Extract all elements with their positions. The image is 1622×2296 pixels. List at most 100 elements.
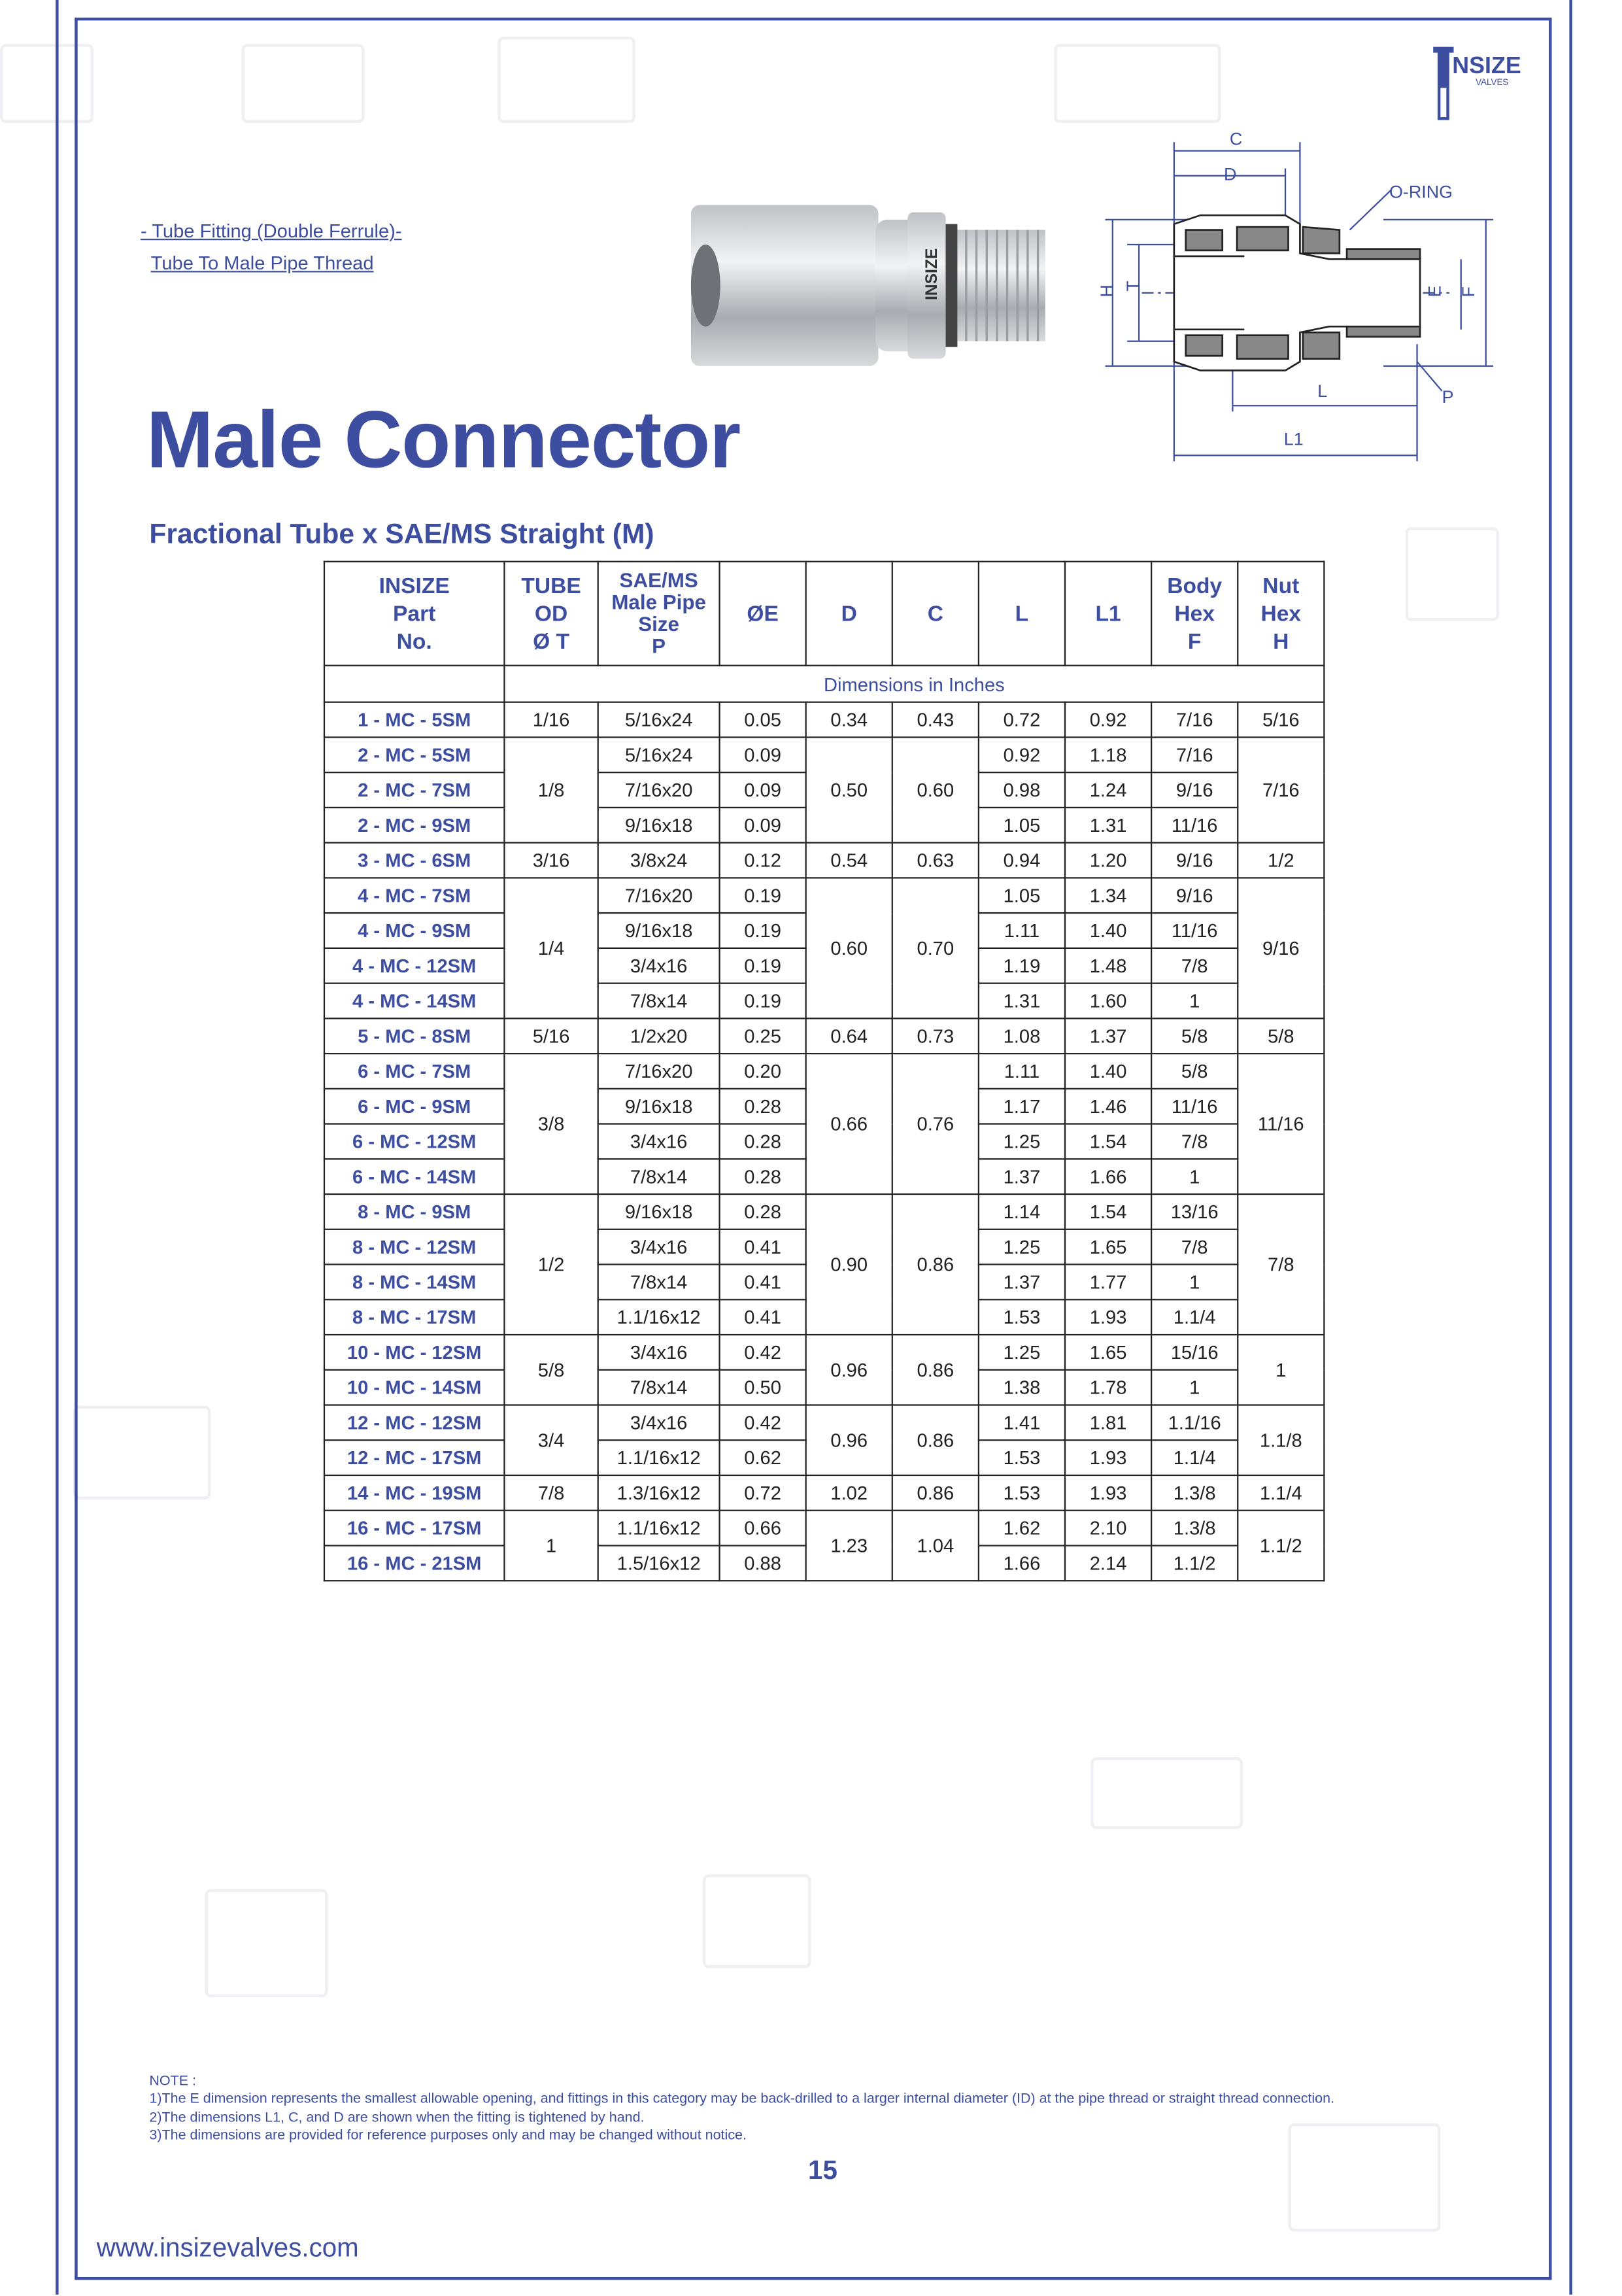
tube-od-cell: 5/16 [503,1018,599,1055]
pipe-size-cell: 9/16x18 [597,1193,720,1230]
e-cell: 0.42 [718,1333,807,1371]
part-number-cell: 2 - MC - 5SM [323,736,505,774]
e-cell: 0.19 [718,982,807,1019]
body-hex-cell: 7/16 [1151,736,1239,774]
body-hex-cell: 9/16 [1151,772,1239,809]
body-hex-cell: 1.1/4 [1151,1439,1239,1477]
body-hex-cell: 5/8 [1151,1018,1239,1055]
dimension-table: INSIZE Part No. TUBE OD Ø T SAE/MS Male Pipe S… [323,560,1325,1582]
l-cell: 1.53 [977,1439,1066,1477]
l-cell: 0.92 [977,736,1066,774]
part-number-cell: 10 - MC - 14SM [323,1369,505,1406]
l1-cell: 2.14 [1064,1545,1153,1582]
e-cell: 0.19 [718,947,807,984]
tube-od-cell: 1/8 [503,736,599,844]
label-oring: O-RING [1389,182,1453,201]
watermark-fitting [1405,527,1499,621]
l1-cell: 1.31 [1064,806,1153,844]
tube-od-cell: 3/16 [503,842,599,879]
e-cell: 0.09 [718,806,807,844]
e-cell: 0.28 [718,1193,807,1230]
table-row: 6 - MC - 9SM 9/16x18 0.28 1.17 1.46 11/16 [323,1088,1324,1125]
header-pipe-size: SAE/MS Male Pipe Size P [597,560,720,666]
table-row: 16 - MC - 17SM 1 1.1/16x12 0.66 1.23 1.04 1.62… [323,1509,1325,1582]
table-row: 12 - MC - 12SM 3/4 3/4x16 0.42 0.96 0.86 1.41 1… [323,1404,1325,1477]
nut-hex-cell: 1.1/2 [1237,1509,1325,1582]
page-title: Male Connector [146,394,741,485]
l1-cell: 0.92 [1064,701,1153,738]
units-blank-cell [323,664,505,703]
pipe-size-cell: 3/8x24 [597,842,720,879]
l-cell: 1.17 [977,1088,1066,1125]
e-cell: 0.09 [718,772,807,809]
l-cell: 1.31 [977,982,1066,1019]
pipe-size-cell: 3/4x16 [597,1123,720,1160]
header-d: D [805,560,893,666]
website-link[interactable]: www.insizevalves.com [96,2233,359,2263]
body-hex-cell: 1.1/2 [1151,1545,1239,1582]
body-hex-cell: 1.3/8 [1151,1509,1239,1547]
header-body-hex: Body Hex F [1151,560,1239,666]
watermark-fitting [1054,44,1221,124]
l1-cell: 1.81 [1064,1404,1153,1441]
body-hex-cell: 1 [1151,1158,1239,1195]
l1-cell: 2.10 [1064,1509,1153,1547]
part-number-cell: 8 - MC - 14SM [323,1263,505,1301]
part-number-cell: 6 - MC - 7SM [323,1052,505,1089]
page-border-inner [75,17,1552,2280]
e-cell: 0.41 [718,1263,807,1301]
insize-logo: NSIZE VALVES [1432,44,1525,126]
part-number-cell: 2 - MC - 9SM [323,806,505,844]
label-h: H [1097,284,1117,297]
d-cell: 0.96 [805,1333,893,1406]
body-hex-cell: 9/16 [1151,842,1239,879]
pipe-size-cell: 1.3/16x12 [597,1474,720,1511]
pipe-size-cell: 9/16x18 [597,1088,720,1125]
d-cell: 0.54 [805,842,893,879]
l-cell: 1.11 [977,912,1066,950]
part-number-cell: 5 - MC - 8SM [323,1018,505,1055]
part-number-cell: 8 - MC - 17SM [323,1299,505,1336]
body-hex-cell: 9/16 [1151,877,1239,914]
table-row: 12 - MC - 17SM 1.1/16x12 0.62 1.53 1.93 1.1/4 [323,1439,1324,1477]
header-l1: L1 [1064,560,1153,666]
pipe-size-cell: 9/16x18 [597,912,720,950]
pipe-size-cell: 7/16x20 [597,772,720,809]
table-row: 4 - MC - 7SM 1/4 7/16x20 0.19 0.60 0.70 1.05 1.… [323,877,1325,1019]
body-hex-cell: 15/16 [1151,1333,1239,1371]
nut-hex-cell: 7/8 [1237,1193,1325,1336]
pipe-size-cell: 7/8x14 [597,1158,720,1195]
part-number-cell: 8 - MC - 9SM [323,1193,505,1230]
tube-od-cell: 3/8 [503,1052,599,1195]
table-row: 2 - MC - 9SM 9/16x18 0.09 1.05 1.31 11/16 [323,806,1324,844]
c-cell: 0.43 [891,701,980,738]
body-hex-cell: 11/16 [1151,806,1239,844]
tube-od-cell: 1 [503,1509,599,1582]
nut-hex-cell: 7/16 [1237,736,1325,844]
body-hex-cell: 1.1/16 [1151,1404,1239,1441]
table-row: 8 - MC - 17SM 1.1/16x12 0.41 1.53 1.93 1.1/4 [323,1299,1324,1336]
dimension-diagram: C D O-RING H T E F L P L1 [1083,124,1508,468]
l1-cell: 1.37 [1064,1018,1153,1055]
nut-hex-cell: 5/8 [1237,1018,1325,1055]
part-number-cell: 4 - MC - 7SM [323,877,505,914]
table-row: 1 - MC - 5SM 1/16 5/16x24 0.05 0.34 0.43 0.72 0… [323,701,1325,738]
e-cell: 0.20 [718,1052,807,1089]
l-cell: 1.14 [977,1193,1066,1230]
part-number-cell: 16 - MC - 21SM [323,1545,505,1582]
pipe-size-cell: 3/4x16 [597,1228,720,1265]
d-cell: 0.90 [805,1193,893,1336]
c-cell: 0.73 [891,1018,980,1055]
l1-cell: 1.77 [1064,1263,1153,1301]
l-cell: 1.38 [977,1369,1066,1406]
body-hex-cell: 1.1/4 [1151,1299,1239,1336]
header-e: ØE [718,560,807,666]
header-tube-od: TUBE OD Ø T [503,560,599,666]
notes-heading: NOTE : [149,2073,197,2090]
l1-cell: 1.65 [1064,1333,1153,1371]
table-row: 2 - MC - 7SM 7/16x20 0.09 0.98 1.24 9/16 [323,772,1324,809]
d-cell: 0.96 [805,1404,893,1477]
c-cell: 0.86 [891,1193,980,1336]
l1-cell: 1.93 [1064,1439,1153,1477]
l1-cell: 1.24 [1064,772,1153,809]
